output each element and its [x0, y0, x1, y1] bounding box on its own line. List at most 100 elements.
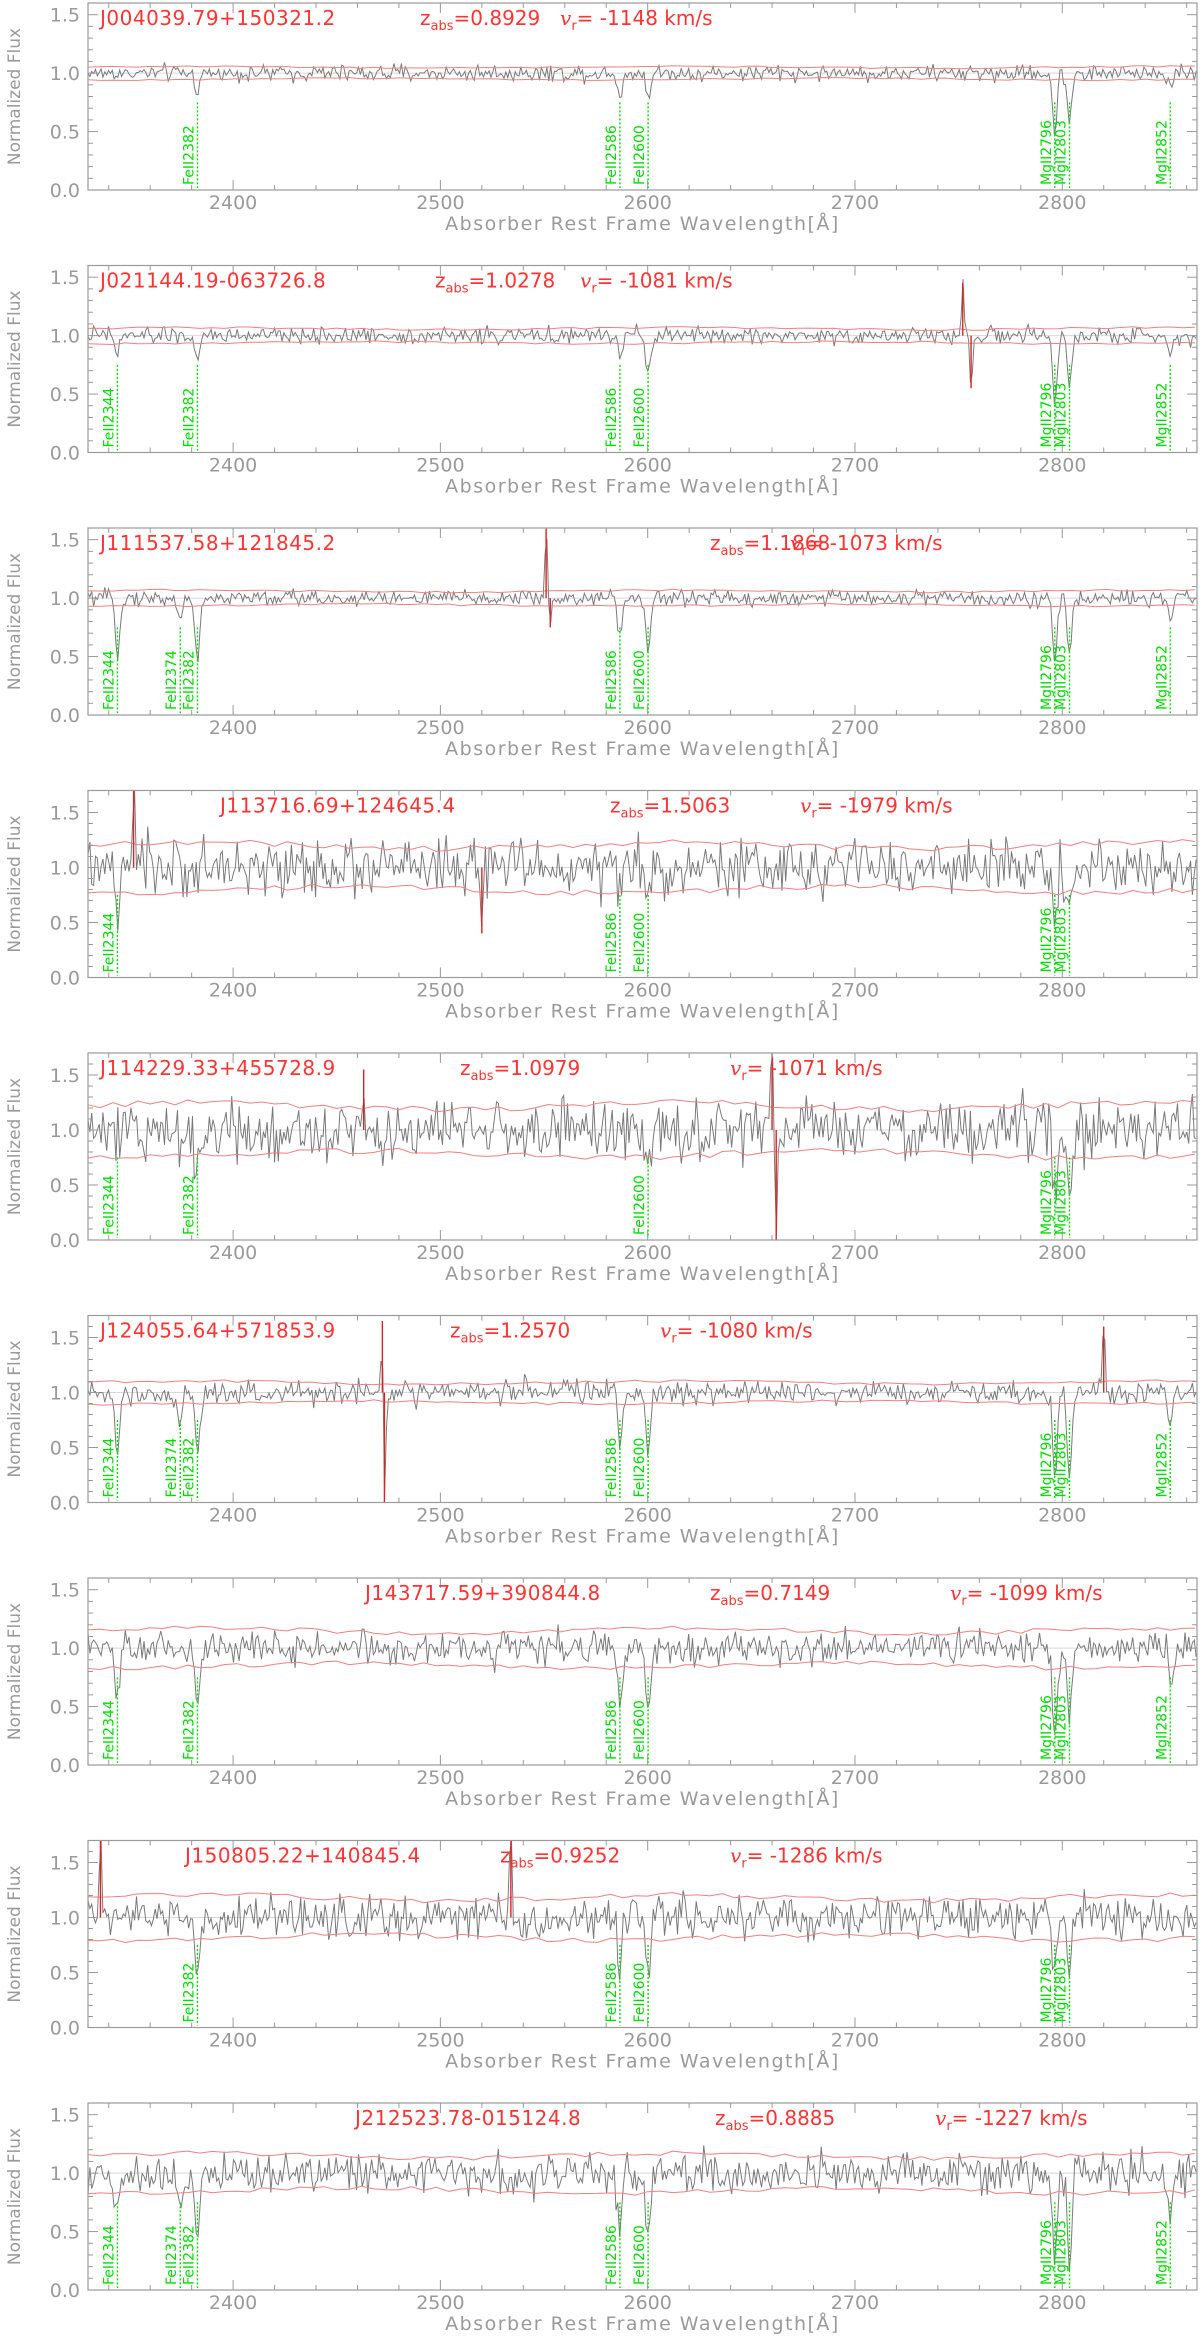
x-axis-label: Absorber Rest Frame Wavelength[Å] [445, 212, 840, 235]
line-label: FeII2382 [181, 388, 197, 448]
panel-2: 2400 2500 2600 2700 2800 0.0 0.5 1.0 1.5 Normaliz… [5, 264, 1198, 498]
y-tick-label: 1.5 [50, 267, 80, 289]
x-tick-label: 2800 [1038, 980, 1086, 1002]
y-tick-label: 1.0 [50, 588, 80, 610]
plot-frame [87, 1839, 1198, 2029]
x-tick-label: 2500 [416, 455, 464, 477]
x-tick-label: 2400 [209, 1767, 257, 1789]
velocity-label: vr= -1148 km/s [560, 6, 713, 34]
error-envelope-upper [87, 1099, 1195, 1113]
x-tick-label: 2700 [831, 2030, 879, 2052]
panel-8: 2400 2500 2600 2700 2800 0.0 0.5 1.0 1.5 Normaliz… [5, 1839, 1198, 2073]
x-axis-label: Absorber Rest Frame Wavelength[Å] [445, 475, 840, 498]
x-tick-label: 2800 [1038, 1242, 1086, 1264]
x-tick-label: 2500 [416, 192, 464, 214]
x-tick-label: 2700 [831, 980, 879, 1002]
line-label: FeII2344 [101, 1438, 117, 1498]
y-tick-label: 0.0 [50, 1755, 80, 1777]
line-label: FeII2374 [164, 1438, 180, 1498]
y-tick-label: 0.5 [50, 122, 80, 144]
x-axis-label: Absorber Rest Frame Wavelength[Å] [445, 2312, 840, 2335]
y-tick-label: 1.0 [50, 858, 80, 880]
y-tick-label: 1.0 [50, 1638, 80, 1660]
redshift-label: zabs=1.0278 [435, 269, 555, 297]
x-tick-label: 2500 [416, 1242, 464, 1264]
line-label: MgII2852 [1154, 1433, 1170, 1498]
velocity-label: vr= -1099 km/s [950, 1581, 1103, 1609]
line-label: MgII2803 [1054, 1695, 1070, 1760]
x-tick-label: 2400 [209, 192, 257, 214]
y-tick-label: 0.5 [50, 913, 80, 935]
x-tick-label: 2600 [624, 2030, 672, 2052]
y-tick-label: 0.5 [50, 2222, 80, 2244]
velocity-label: vr= -1073 km/s [790, 531, 943, 559]
line-label: FeII2344 [101, 2225, 117, 2285]
panel-5: 2400 2500 2600 2700 2800 0.0 0.5 1.0 1.5 Normaliz… [5, 1052, 1198, 1285]
x-tick-label: 2400 [209, 2292, 257, 2314]
error-envelope-lower [87, 1932, 1195, 1944]
panel-3: 2400 2500 2600 2700 2800 0.0 0.5 1.0 1.5 Normaliz… [5, 527, 1198, 760]
x-tick-label: 2600 [624, 2292, 672, 2314]
x-tick-label: 2800 [1038, 1505, 1086, 1527]
y-axis-label: Normalized Flux [5, 290, 25, 427]
line-label: FeII2600 [632, 1963, 648, 2023]
y-axis-label: Normalized Flux [5, 1865, 25, 2002]
line-label: MgII2796 [1039, 2220, 1055, 2285]
line-label: MgII2796 [1039, 908, 1055, 973]
line-label: MgII2796 [1039, 383, 1055, 448]
error-envelope-lower [87, 602, 1195, 608]
line-label: FeII2586 [604, 125, 620, 185]
line-label: FeII2586 [604, 1700, 620, 1760]
x-tick-label: 2500 [416, 1767, 464, 1789]
line-label: FeII2600 [632, 2225, 648, 2285]
line-label: FeII2382 [181, 1700, 197, 1760]
x-tick-label: 2600 [624, 1505, 672, 1527]
y-axis-label: Normalized Flux [5, 1340, 25, 1477]
x-axis-label: Absorber Rest Frame Wavelength[Å] [445, 1525, 840, 1548]
y-tick-label: 1.0 [50, 1120, 80, 1142]
y-axis-label: Normalized Flux [5, 1603, 25, 1740]
spectrum-trace [87, 2145, 1197, 2272]
x-tick-label: 2700 [831, 1767, 879, 1789]
y-tick-label: 0.5 [50, 1963, 80, 1985]
velocity-label: vr= -1080 km/s [660, 1319, 813, 1347]
plot-frame [87, 1052, 1198, 1241]
error-envelope-lower [87, 1399, 1195, 1406]
line-label: FeII2382 [181, 650, 197, 710]
line-label: MgII2796 [1039, 1170, 1055, 1235]
object-name: J150805.22+140845.4 [183, 1844, 421, 1868]
x-tick-label: 2700 [831, 1505, 879, 1527]
x-tick-label: 2500 [416, 2030, 464, 2052]
line-label: FeII2382 [181, 1175, 197, 1235]
line-label: MgII2852 [1154, 383, 1170, 448]
x-tick-label: 2700 [831, 2292, 879, 2314]
y-tick-label: 0.5 [50, 1175, 80, 1197]
line-label: MgII2803 [1054, 1958, 1070, 2023]
line-label: FeII2600 [632, 388, 648, 448]
object-name: J113716.69+124645.4 [218, 794, 456, 818]
line-label: MgII2796 [1039, 1433, 1055, 1498]
x-tick-label: 2600 [624, 192, 672, 214]
line-label: MgII2796 [1039, 645, 1055, 710]
plot-frame [87, 1314, 1198, 1504]
x-tick-label: 2500 [416, 717, 464, 739]
redshift-label: zabs=0.8885 [715, 2106, 835, 2134]
line-label: MgII2852 [1154, 645, 1170, 710]
line-label: FeII2382 [181, 1963, 197, 2023]
spectrum-trace [87, 790, 1197, 931]
spectrum-trace [87, 1056, 1197, 1235]
y-tick-label: 0.5 [50, 1438, 80, 1460]
x-tick-label: 2400 [209, 1242, 257, 1264]
y-tick-label: 0.0 [50, 705, 80, 727]
redshift-label: zabs=0.8929 [420, 6, 540, 34]
redshift-label: zabs=1.2570 [450, 1319, 570, 1347]
panel-1: 2400 2500 2600 2700 2800 0.0 0.5 1.0 1.5 Normaliz… [5, 2, 1198, 235]
spectrum-trace [87, 1624, 1197, 1733]
line-label: MgII2803 [1054, 908, 1070, 973]
line-label: MgII2796 [1039, 1958, 1055, 2023]
x-tick-label: 2400 [209, 455, 257, 477]
y-tick-label: 1.5 [50, 1580, 80, 1602]
line-label: FeII2586 [604, 388, 620, 448]
y-axis-label: Normalized Flux [5, 2128, 25, 2265]
